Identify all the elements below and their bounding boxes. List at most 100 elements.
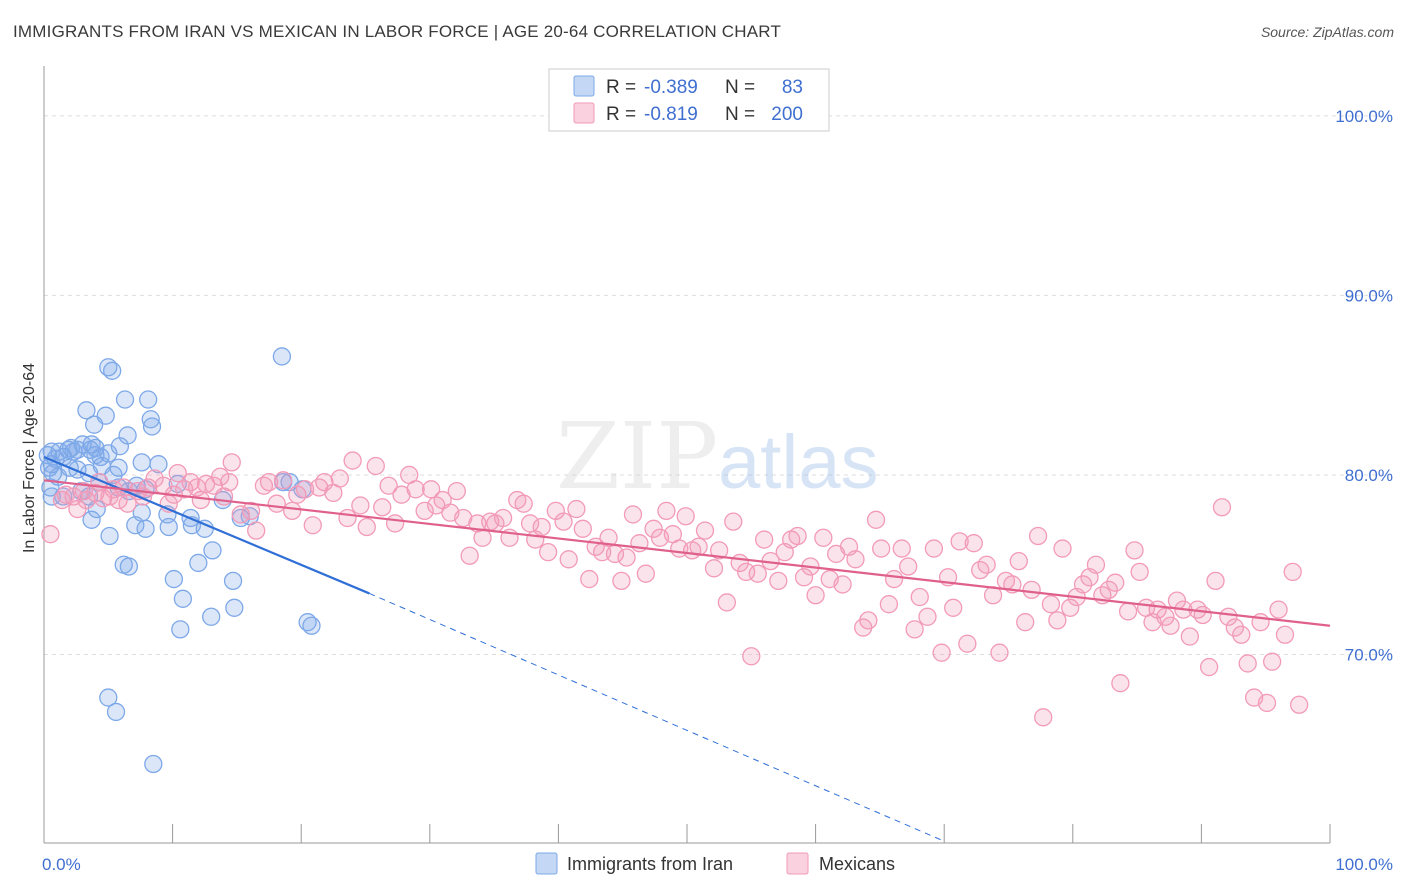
data-point	[1028, 526, 1048, 546]
data-point	[247, 521, 266, 540]
data-point	[1156, 607, 1175, 626]
x-tick-labels: 0.0% 100.0%	[42, 855, 1393, 874]
data-point	[68, 440, 87, 459]
data-point	[118, 494, 137, 513]
data-point	[223, 571, 243, 591]
data-point	[1118, 602, 1138, 621]
data-point	[1016, 613, 1035, 632]
data-point	[932, 643, 951, 662]
data-point	[310, 478, 329, 497]
legend-swatch-iran	[573, 75, 595, 97]
data-point	[788, 526, 807, 546]
correlation-legend: R = -0.389 N = 83 R = -0.819 N = 200	[548, 68, 830, 132]
data-point	[142, 417, 162, 436]
data-point	[493, 508, 513, 528]
data-point	[225, 598, 244, 617]
data-point	[1275, 625, 1295, 644]
data-point	[259, 472, 279, 492]
data-point	[173, 589, 193, 608]
data-point	[990, 643, 1009, 662]
watermark: ZIP atlas	[556, 403, 879, 510]
data-point	[710, 541, 729, 560]
data-point	[1180, 627, 1199, 646]
data-point	[77, 401, 96, 420]
data-point	[99, 688, 118, 707]
legend-r-label-iran: R =	[606, 77, 636, 98]
data-point	[373, 498, 392, 517]
watermark-zip: ZIP	[556, 403, 718, 510]
data-point	[222, 453, 241, 472]
y-tick-labels: 70.0% 80.0% 90.0% 100.0%	[1335, 107, 1393, 665]
data-point	[899, 557, 918, 576]
data-point	[924, 539, 944, 558]
data-point	[1111, 674, 1130, 693]
chart-source: Source: ZipAtlas.com	[1260, 24, 1394, 40]
data-point	[1238, 654, 1257, 673]
data-point	[892, 539, 911, 558]
legend-r-value-iran: -0.389	[644, 77, 698, 98]
data-point	[1193, 605, 1212, 625]
data-point	[573, 519, 592, 538]
data-point	[106, 702, 126, 722]
data-point	[636, 564, 655, 583]
data-point	[833, 575, 852, 594]
data-point	[1206, 571, 1225, 591]
trend-lines	[43, 455, 1331, 842]
trend-line	[43, 479, 1331, 627]
y-axis-title: In Labor Force | Age 20-64	[21, 363, 38, 553]
y-tick-label: 80.0%	[1345, 466, 1393, 485]
data-point	[473, 528, 492, 547]
data-point	[1041, 595, 1061, 614]
data-point	[559, 550, 578, 569]
data-point	[769, 571, 788, 591]
data-point	[866, 510, 886, 529]
data-point	[794, 568, 814, 587]
data-point	[385, 514, 405, 533]
data-point	[141, 410, 160, 429]
y-tick-label: 100.0%	[1335, 107, 1393, 126]
data-point	[695, 521, 715, 540]
legend-n-label-iran: N =	[725, 77, 755, 98]
data-point	[41, 525, 60, 544]
data-point	[96, 406, 115, 425]
data-point	[168, 463, 187, 483]
trend-line-extension	[369, 592, 945, 842]
data-point	[1269, 600, 1288, 619]
data-point	[132, 453, 151, 472]
data-point	[87, 499, 106, 519]
data-point	[704, 559, 724, 578]
data-point	[338, 508, 357, 528]
data-point	[274, 471, 293, 490]
bottom-legend-swatch-iran	[535, 852, 558, 875]
data-point	[1086, 555, 1106, 574]
x-tick-label: 100.0%	[1335, 855, 1393, 874]
data-point	[717, 593, 737, 612]
data-point	[366, 456, 385, 476]
data-point	[748, 564, 767, 583]
data-point	[1073, 575, 1093, 594]
data-point	[879, 595, 899, 614]
legend-box	[548, 68, 830, 132]
data-point	[532, 517, 551, 537]
data-point	[814, 528, 833, 547]
data-point	[1106, 573, 1125, 592]
data-point	[612, 571, 631, 591]
data-point	[1199, 657, 1219, 677]
data-point	[846, 550, 865, 569]
data-point	[538, 542, 558, 562]
data-point	[1125, 541, 1144, 560]
series-immigrants-from-iran	[38, 347, 321, 774]
chart-title: IMMIGRANTS FROM IRAN VS MEXICAN IN LABOR…	[13, 22, 782, 41]
data-point	[139, 390, 158, 409]
bottom-legend-label-mexicans: Mexicans	[819, 854, 895, 874]
y-tick-label: 70.0%	[1345, 645, 1393, 664]
data-point	[1257, 693, 1277, 713]
data-point	[1212, 498, 1232, 517]
data-point	[657, 501, 676, 521]
data-point	[1130, 562, 1149, 582]
y-tick-label: 90.0%	[1345, 286, 1393, 305]
data-point	[1009, 551, 1028, 571]
watermark-atlas: atlas	[718, 420, 879, 505]
data-point	[191, 490, 211, 510]
series-legend: Immigrants from Iran Mexicans	[535, 852, 895, 875]
